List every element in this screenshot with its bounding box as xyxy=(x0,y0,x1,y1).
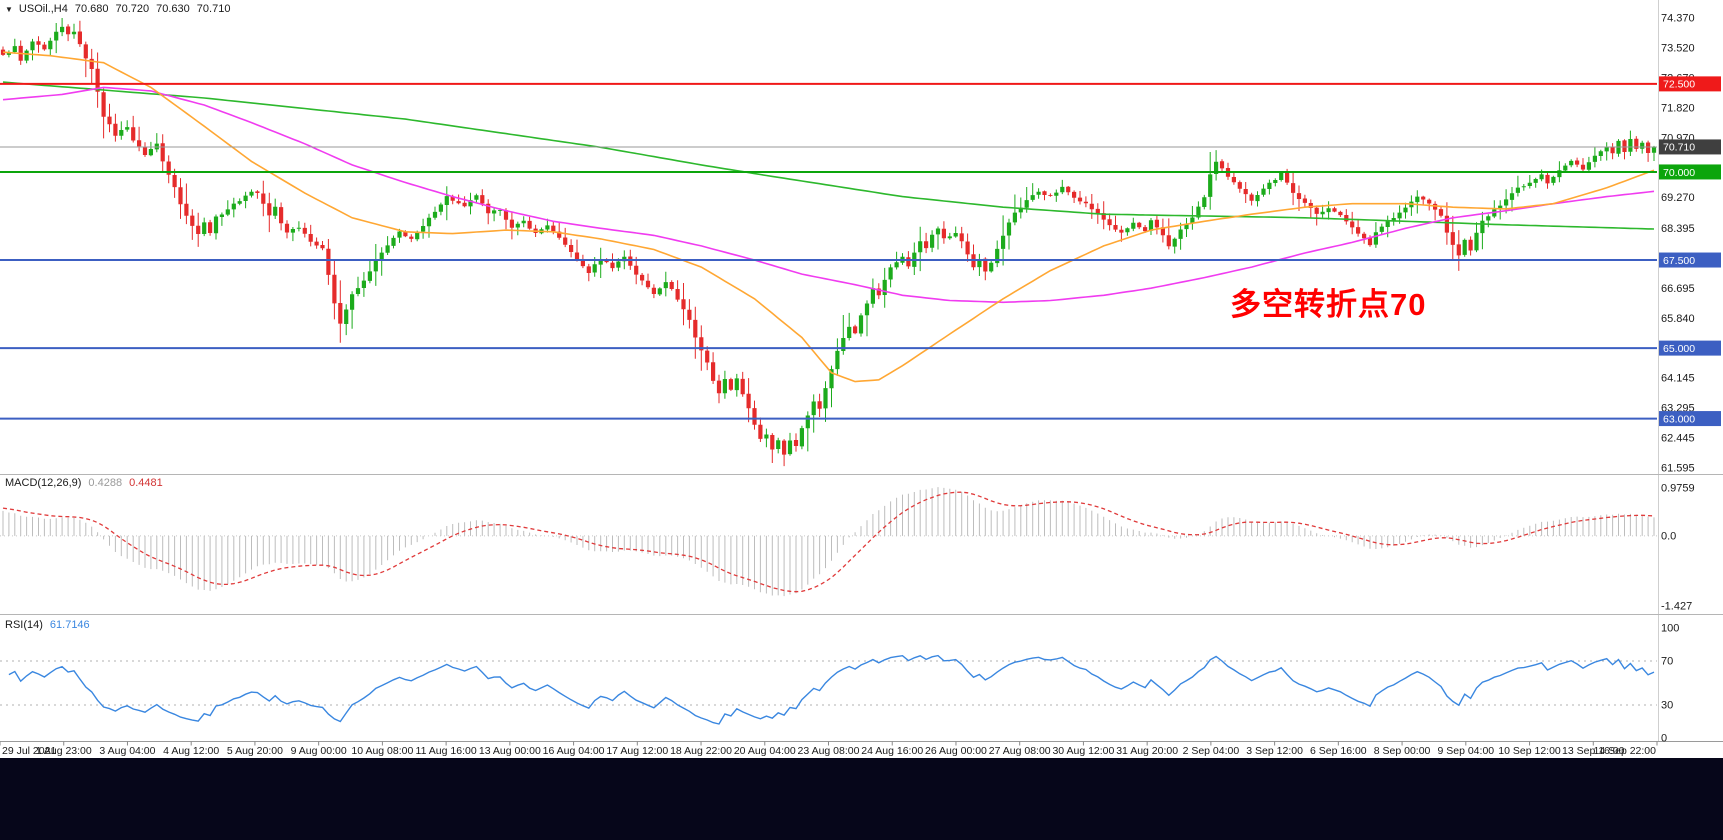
svg-text:30: 30 xyxy=(1661,700,1673,712)
time-axis-label: 13 Aug 00:00 xyxy=(479,745,541,757)
time-axis-label: 5 Aug 20:00 xyxy=(227,745,283,757)
time-axis-label: 3 Sep 12:00 xyxy=(1246,745,1303,757)
macd-label-text: MACD(12,26,9) xyxy=(5,477,82,489)
time-axis-label: 27 Aug 08:00 xyxy=(989,745,1051,757)
rsi-line xyxy=(8,654,1655,725)
ma-slow-green xyxy=(2,81,1655,230)
time-axis-label: 9 Sep 04:00 xyxy=(1437,745,1494,757)
svg-text:65.000: 65.000 xyxy=(1663,343,1695,355)
time-axis-label: 10 Aug 08:00 xyxy=(351,745,413,757)
svg-text:100: 100 xyxy=(1661,623,1679,635)
time-axis-label: 1 Aug 23:00 xyxy=(36,745,92,757)
svg-text:65.840: 65.840 xyxy=(1661,313,1695,325)
time-axis-label: 29 Jul 2021 xyxy=(2,745,56,757)
time-axis-label: 18 Aug 22:00 xyxy=(670,745,732,757)
rsi-panel: 100 70 30 0 xyxy=(0,623,1679,745)
symbol-name: USOil.,H4 xyxy=(18,3,68,15)
macd-signal-line xyxy=(2,491,1655,593)
svg-text:69.270: 69.270 xyxy=(1661,192,1695,204)
moving-averages xyxy=(2,51,1655,383)
time-axis-label: 20 Aug 04:00 xyxy=(734,745,796,757)
time-axis-label: 6 Sep 16:00 xyxy=(1310,745,1367,757)
price-tag xyxy=(1659,139,1721,155)
rsi-value: 61.7146 xyxy=(49,619,90,631)
svg-text:0.9759: 0.9759 xyxy=(1661,482,1695,494)
svg-text:70: 70 xyxy=(1661,656,1673,668)
bar-close-value: 70.710 xyxy=(196,3,231,15)
panel-separators xyxy=(0,0,1723,742)
ma-mid-magenta xyxy=(2,86,1655,304)
price-tag xyxy=(1659,340,1721,356)
svg-text:67.500: 67.500 xyxy=(1663,255,1695,267)
svg-text:0: 0 xyxy=(1661,733,1667,745)
candlestick-chart-canvas[interactable]: 74.37073.52072.67071.82070.97069.27068.3… xyxy=(0,0,1723,758)
time-axis-label: 30 Aug 12:00 xyxy=(1052,745,1114,757)
time-axis-label: 4 Aug 12:00 xyxy=(163,745,219,757)
svg-text:72.500: 72.500 xyxy=(1663,79,1695,91)
symbol-header: ▼ USOil.,H4 70.680 70.720 70.630 70.710 xyxy=(5,3,230,15)
price-tag xyxy=(1659,411,1721,427)
time-axis-label: 3 Aug 04:00 xyxy=(99,745,155,757)
bar-open-value: 70.680 xyxy=(74,3,109,15)
svg-text:71.820: 71.820 xyxy=(1661,102,1695,114)
svg-text:74.370: 74.370 xyxy=(1661,13,1695,25)
macd-panel: 0.9759 0.0 -1.427 xyxy=(0,482,1695,612)
time-axis-label: 26 Aug 00:00 xyxy=(925,745,987,757)
time-axis-label: 10 Sep 12:00 xyxy=(1498,745,1561,757)
horizontal-level-lines xyxy=(0,82,1657,420)
svg-text:61.595: 61.595 xyxy=(1661,463,1695,475)
time-axis-label: 31 Aug 20:00 xyxy=(1116,745,1178,757)
macd-main-value: 0.4288 xyxy=(88,477,123,489)
bottom-dark-panel xyxy=(0,758,1723,840)
svg-text:68.395: 68.395 xyxy=(1661,223,1695,235)
macd-indicator-label: MACD(12,26,9) 0.4288 0.4481 xyxy=(5,477,163,489)
price-tag xyxy=(1659,164,1721,180)
svg-text:63.000: 63.000 xyxy=(1663,413,1695,425)
rsi-indicator-label: RSI(14) 61.7146 xyxy=(5,619,90,631)
one-click-trading-icon[interactable]: ▼ xyxy=(5,4,13,14)
svg-text:66.695: 66.695 xyxy=(1661,283,1695,295)
time-axis-label: 13 Sep 16:00 xyxy=(1562,745,1625,757)
svg-text:64.145: 64.145 xyxy=(1661,373,1695,385)
svg-text:-1.427: -1.427 xyxy=(1661,600,1692,612)
price-tag xyxy=(1659,76,1721,92)
price-axis: 74.37073.52072.67071.82070.97069.27068.3… xyxy=(1659,13,1721,475)
svg-text:62.445: 62.445 xyxy=(1661,433,1695,445)
bar-high-value: 70.720 xyxy=(115,3,150,15)
time-axis-label: 17 Aug 12:00 xyxy=(606,745,668,757)
bar-low-value: 70.630 xyxy=(156,3,190,15)
ma-fast-orange xyxy=(2,51,1655,383)
svg-text:73.520: 73.520 xyxy=(1661,42,1695,54)
svg-text:70.710: 70.710 xyxy=(1663,142,1695,154)
macd-signal-value: 0.4481 xyxy=(129,477,163,489)
time-axis-label: 24 Aug 16:00 xyxy=(861,745,923,757)
chart-annotation: 多空转折点70 xyxy=(1230,287,1427,322)
time-axis-label: 16 Aug 04:00 xyxy=(543,745,605,757)
time-axis-label: 14 Sep 22:00 xyxy=(1594,745,1657,757)
time-axis-label: 8 Sep 00:00 xyxy=(1374,745,1431,757)
time-axis-label: 9 Aug 00:00 xyxy=(291,745,347,757)
time-axis-label: 11 Aug 16:00 xyxy=(416,745,477,757)
svg-text:0.0: 0.0 xyxy=(1661,530,1676,542)
svg-text:70.000: 70.000 xyxy=(1663,167,1695,179)
candlestick-series xyxy=(0,18,1657,467)
price-tag xyxy=(1659,252,1721,268)
time-axis-label: 2 Sep 04:00 xyxy=(1183,745,1240,757)
time-axis-label: 23 Aug 08:00 xyxy=(798,745,860,757)
rsi-label-text: RSI(14) xyxy=(5,619,43,631)
